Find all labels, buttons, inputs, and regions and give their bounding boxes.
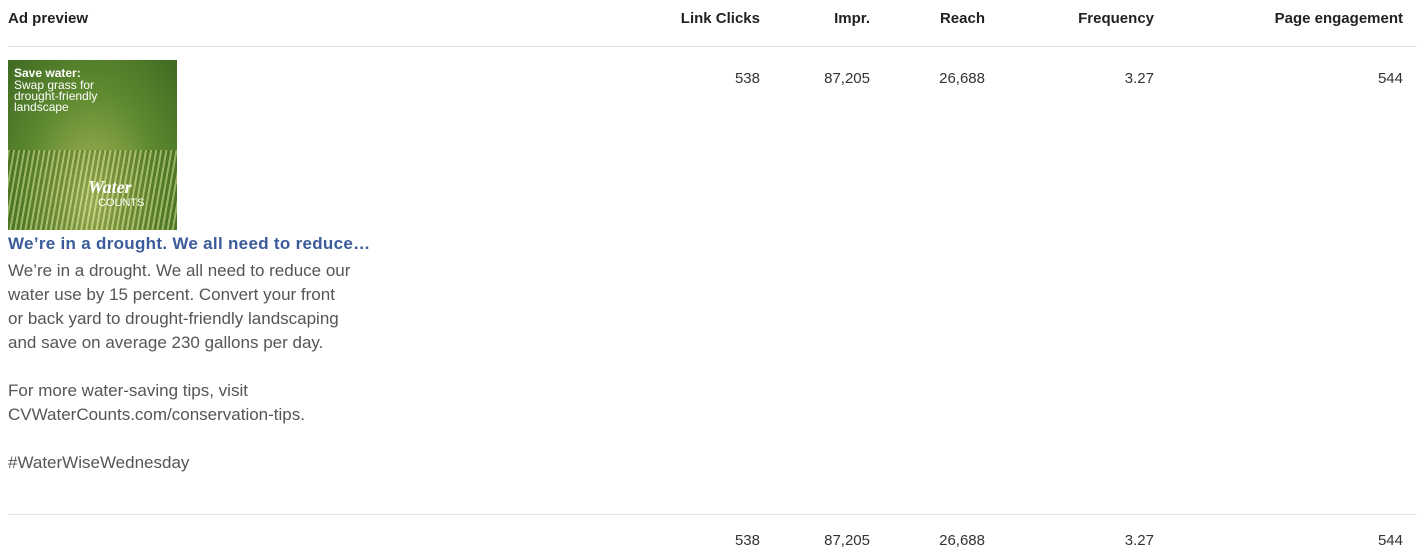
body-paragraph: #WaterWiseWednesday	[8, 451, 350, 475]
total-cell: 87,205	[824, 532, 870, 549]
body-line: #WaterWiseWednesday	[8, 451, 350, 475]
body-paragraph: We’re in a drought. We all need to reduc…	[8, 259, 350, 355]
cell: 3.27	[1125, 70, 1154, 87]
total-cell: 26,688	[939, 532, 985, 549]
ad-body: We’re in a drought. We all need to reduc…	[8, 259, 350, 499]
column-header[interactable]: Page engagement	[1275, 10, 1403, 27]
ad-image[interactable]: Save water: Swap grass for drought-frien…	[8, 60, 177, 230]
image-brand-sub: COUNTS	[98, 198, 144, 209]
divider	[8, 514, 1417, 515]
divider	[8, 46, 1417, 47]
column-header[interactable]: Reach	[940, 10, 985, 27]
page: Ad preview Link Clicks Impr. Reach Frequ…	[0, 0, 1425, 554]
body-line: We’re in a drought. We all need to reduc…	[8, 259, 350, 283]
column-header[interactable]: Impr.	[834, 10, 870, 27]
total-cell: 538	[735, 532, 760, 549]
total-cell: 544	[1378, 532, 1403, 549]
cell: 87,205	[824, 70, 870, 87]
column-header[interactable]: Link Clicks	[681, 10, 760, 27]
column-header[interactable]: Ad preview	[8, 10, 88, 27]
body-line: or back yard to drought-friendly landsca…	[8, 307, 350, 331]
image-brand: Water	[88, 178, 132, 196]
column-header[interactable]: Frequency	[1078, 10, 1154, 27]
body-line: CVWaterCounts.com/conservation-tips.	[8, 403, 350, 427]
cell: 538	[735, 70, 760, 87]
cell: 26,688	[939, 70, 985, 87]
body-line: and save on average 230 gallons per day.	[8, 331, 350, 355]
total-cell: 3.27	[1125, 532, 1154, 549]
ad-headline[interactable]: We’re in a drought. We all need to reduc…	[8, 234, 370, 254]
body-line: water use by 15 percent. Convert your fr…	[8, 283, 350, 307]
cell: 544	[1378, 70, 1403, 87]
body-line: For more water-saving tips, visit	[8, 379, 350, 403]
image-subtitle: landscape	[14, 102, 69, 113]
